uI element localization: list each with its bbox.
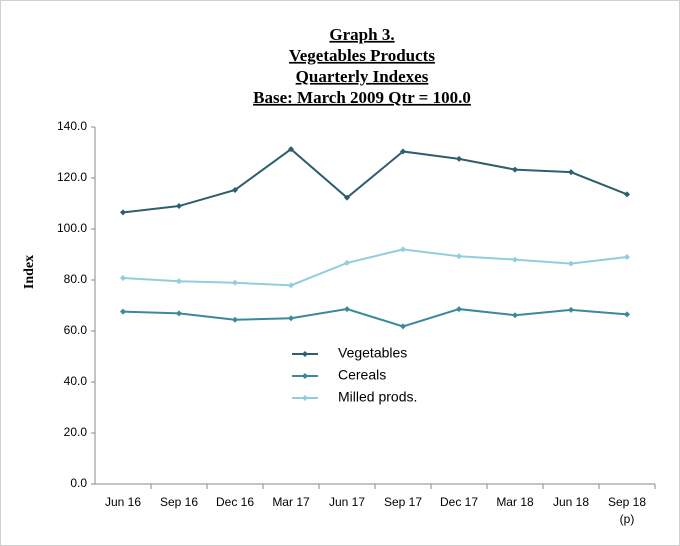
x-tick-label: Sep 17 — [384, 495, 422, 509]
y-tick-label: 100.0 — [57, 221, 87, 235]
series-marker — [232, 279, 238, 286]
series-marker — [176, 310, 182, 317]
legend-label: Cereals — [338, 367, 386, 383]
series-marker — [288, 315, 294, 322]
legend-marker — [302, 351, 308, 357]
y-tick-label: 60.0 — [64, 323, 88, 337]
series-marker — [568, 306, 574, 313]
series-marker — [624, 254, 630, 261]
y-tick-label: 140.0 — [57, 119, 87, 133]
series-marker — [400, 246, 406, 253]
x-tick-label-line: Sep 18 — [608, 495, 646, 509]
series-marker — [456, 253, 462, 260]
series-marker — [120, 308, 126, 315]
y-tick-label: 80.0 — [64, 272, 88, 286]
series-marker — [512, 166, 518, 173]
x-tick-label: Mar 17 — [272, 495, 310, 509]
series-marker — [120, 209, 126, 216]
series-marker — [176, 278, 182, 285]
series-marker — [288, 146, 294, 153]
x-tick-label-line: (p) — [620, 512, 635, 526]
x-tick-label: Sep 18 (p) — [608, 495, 646, 526]
chart-title: Base: March 2009 Qtr = 100.0 — [253, 88, 471, 107]
chart-title: Quarterly Indexes — [296, 67, 429, 86]
series-line — [122, 147, 628, 214]
legend-marker — [302, 395, 308, 401]
series-marker — [232, 316, 238, 323]
x-tick-label: Sep 16 — [160, 495, 198, 509]
series-marker — [512, 256, 518, 263]
series-marker — [568, 260, 574, 267]
x-tick-label: Jun 16 — [105, 495, 141, 509]
y-tick-label: 40.0 — [64, 374, 88, 388]
series-marker — [512, 312, 518, 319]
series-marker — [624, 191, 630, 198]
x-tick-label: Dec 17 — [440, 495, 478, 509]
series-marker — [456, 306, 462, 313]
y-tick-label: 20.0 — [64, 425, 88, 439]
series-marker — [568, 169, 574, 176]
x-tick-label: Mar 18 — [496, 495, 534, 509]
series-marker — [288, 282, 294, 289]
x-tick-label: Dec 16 — [216, 495, 254, 509]
series-marker — [344, 194, 350, 201]
legend-label: Milled prods. — [338, 389, 417, 405]
chart-title: Graph 3. — [329, 25, 394, 44]
legend-marker — [302, 373, 308, 379]
series-marker — [232, 186, 238, 193]
series-marker — [344, 306, 350, 313]
y-tick-label: 120.0 — [57, 170, 87, 184]
series-marker — [120, 274, 126, 281]
series-marker — [624, 311, 630, 318]
series-marker — [176, 203, 182, 210]
series-line — [122, 308, 628, 328]
series-marker — [456, 155, 462, 162]
y-tick-label: 0.0 — [70, 476, 87, 490]
series-marker — [400, 148, 406, 155]
series-marker — [400, 323, 406, 330]
chart-title: Vegetables Products — [289, 46, 435, 65]
series-line — [122, 248, 628, 287]
x-tick-label: Jun 17 — [329, 495, 365, 509]
y-axis-label: Index — [22, 255, 37, 289]
series-marker — [344, 259, 350, 266]
legend-label: Vegetables — [338, 345, 407, 361]
x-tick-label: Jun 18 — [553, 495, 589, 509]
